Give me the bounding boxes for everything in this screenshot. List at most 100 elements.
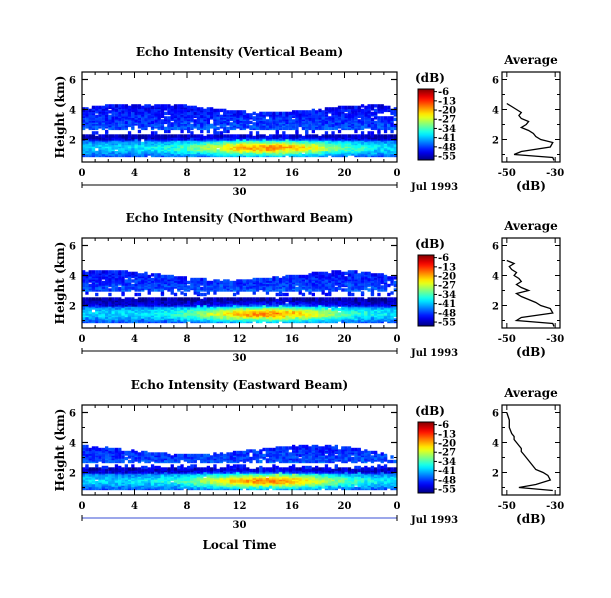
heatmap-cell [213, 116, 217, 120]
heatmap-cell [370, 117, 375, 122]
heatmap-cell [121, 285, 125, 289]
heatmap-cell [383, 120, 388, 125]
heatmap-cell [121, 125, 125, 129]
heatmap-cell [334, 114, 338, 119]
heatmap-cell [351, 119, 355, 123]
heatmap-cell [334, 134, 338, 138]
heatmap-cell [288, 277, 292, 282]
heatmap-cell [91, 105, 96, 110]
heatmap-cell [111, 125, 115, 129]
heatmap-cell [292, 310, 296, 315]
heatmap-cell [141, 297, 145, 301]
heatmap-cell [91, 125, 96, 129]
heatmap-cell [334, 273, 338, 277]
heatmap-cell [114, 134, 119, 138]
heatmap-cell [298, 297, 302, 301]
heatmap-cell [334, 286, 338, 291]
heatmap-cell [180, 110, 184, 114]
heatmap-cell [101, 134, 105, 138]
heatmap-cell [82, 126, 86, 131]
heatmap-cell [150, 134, 155, 138]
heatmap-cell [160, 291, 165, 295]
colorbar-tick-label: -41 [438, 133, 456, 144]
heatmap-cell [173, 108, 178, 113]
heatmap-cell [383, 116, 388, 120]
heatmap-cell [331, 273, 335, 277]
heatmap-cell [255, 113, 260, 117]
heatmap-cell [357, 105, 361, 110]
heatmap-cell [282, 310, 286, 315]
heatmap-cell [88, 134, 92, 138]
heatmap-cell [246, 113, 250, 117]
heatmap-cell [131, 134, 135, 138]
heatmap-cell [367, 309, 371, 313]
heatmap-cell [193, 134, 197, 138]
heatmap-cell [331, 297, 335, 301]
heatmap-cell [298, 134, 302, 138]
heatmap-cell [311, 292, 315, 297]
heatmap-cell [137, 273, 142, 277]
heatmap-cell [193, 277, 197, 282]
heatmap-cell [288, 283, 292, 288]
heatmap-cell [288, 134, 292, 138]
heatmap-cell [272, 134, 276, 138]
heatmap-cell [88, 467, 92, 471]
heatmap-cell [150, 318, 155, 322]
heatmap-cell [265, 286, 270, 291]
heatmap-cell [377, 119, 381, 123]
heatmap-cell [137, 104, 142, 108]
heatmap-cell [255, 297, 260, 301]
heatmap-cell [295, 286, 299, 291]
heatmap-cell [272, 116, 276, 120]
heatmap-cell [121, 291, 125, 295]
heatmap-cell [187, 126, 191, 131]
heatmap-cell [255, 122, 260, 126]
heatmap-cell [196, 107, 201, 111]
heatmap-cell [295, 110, 299, 114]
heatmap-cell [124, 134, 128, 138]
heatmap-cell [150, 297, 155, 301]
heatmap [82, 104, 397, 158]
heatmap-cell [180, 306, 184, 310]
heatmap-cell [114, 104, 119, 108]
average-x-label: (dB) [516, 179, 546, 193]
heatmap-cell [331, 134, 335, 138]
heatmap-cell [232, 122, 237, 126]
heatmap-cell [265, 297, 270, 301]
heatmap-cell [229, 110, 233, 114]
heatmap-cell [265, 122, 270, 126]
heatmap-cell [164, 274, 168, 279]
heatmap-cell [337, 143, 342, 147]
heatmap-cell [351, 144, 355, 149]
heatmap [82, 270, 397, 324]
heatmap-cell [282, 126, 286, 131]
colorbar-tick-label: -48 [438, 308, 456, 319]
heatmap-cell [190, 277, 194, 282]
heatmap-cell [206, 143, 210, 147]
colorbar-unit: (dB) [415, 71, 445, 85]
heatmap-cell [262, 138, 266, 143]
heatmap-cell [216, 149, 220, 153]
heatmap-cell [131, 283, 135, 288]
average-profile-line [506, 102, 555, 161]
heatmap [82, 444, 397, 491]
heatmap-cell [177, 319, 181, 324]
heatmap-cell [285, 111, 289, 116]
heatmap-cell [324, 310, 329, 315]
heatmap-cell [259, 125, 263, 129]
heatmap-cell [360, 291, 365, 295]
heatmap-cell [377, 292, 381, 297]
heatmap-cell [98, 286, 102, 291]
date-label: Jul 1993 [410, 348, 458, 359]
heatmap-cell [249, 131, 253, 135]
heatmap-cell [187, 129, 191, 134]
heatmap-cell [187, 134, 191, 138]
x-tick-label: 8 [184, 168, 191, 179]
heatmap-cell [187, 285, 191, 289]
heatmap-cell [111, 113, 115, 117]
heatmap-cell [383, 129, 388, 134]
heatmap-cell [390, 134, 394, 138]
heatmap-cell [150, 282, 155, 286]
heatmap-cell [341, 271, 345, 276]
heatmap-cell [344, 134, 348, 138]
